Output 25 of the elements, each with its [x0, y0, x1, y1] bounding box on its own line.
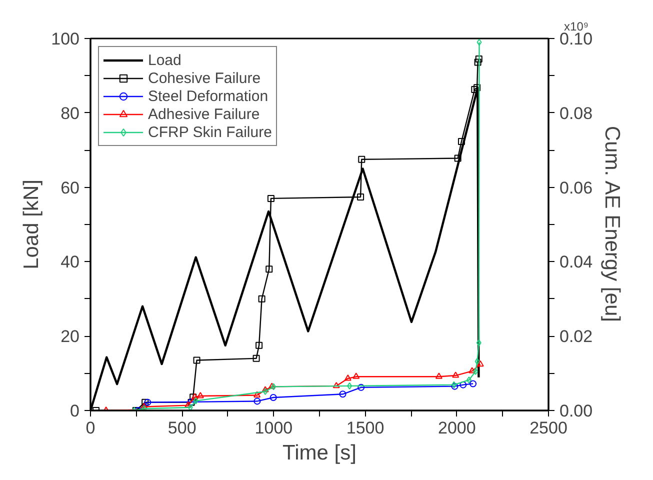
- y2-axis-title: Cum. AE Energy [eu]: [600, 126, 624, 322]
- x-tick-label: 1000: [254, 418, 293, 438]
- y-axis-title: Load [kN]: [20, 180, 44, 270]
- y-tick-label: 80: [60, 104, 80, 123]
- legend-label: CFRP Skin Failure: [148, 123, 272, 141]
- x-tick-label: 500: [168, 418, 196, 438]
- y2-tick-label: 0.02: [560, 327, 593, 346]
- y2-tick-label: 0.06: [560, 178, 593, 198]
- y2-tick-label: 0.00: [560, 402, 593, 420]
- y-tick-label: 20: [60, 327, 80, 346]
- x-tick-label: 1500: [346, 418, 384, 438]
- legend-label: Load: [148, 51, 182, 69]
- legend-label: Adhesive Failure: [148, 105, 260, 123]
- y-tick-label: 40: [60, 252, 80, 272]
- x-axis-title: Time [s]: [282, 442, 356, 464]
- y2-tick-label: 0.08: [560, 104, 593, 123]
- x-tick-label: 0: [86, 418, 96, 438]
- x-tick-label: 2000: [438, 418, 476, 438]
- y-tick-label: 60: [60, 178, 80, 198]
- x-tick-label: 2500: [530, 418, 568, 438]
- y-tick-label: 100: [51, 30, 80, 48]
- y-tick-label: 0: [70, 402, 80, 420]
- legend-label: Cohesive Failure: [148, 69, 261, 87]
- y2-tick-label: 0.04: [560, 252, 593, 272]
- legend-label: Steel Deformation: [148, 87, 268, 105]
